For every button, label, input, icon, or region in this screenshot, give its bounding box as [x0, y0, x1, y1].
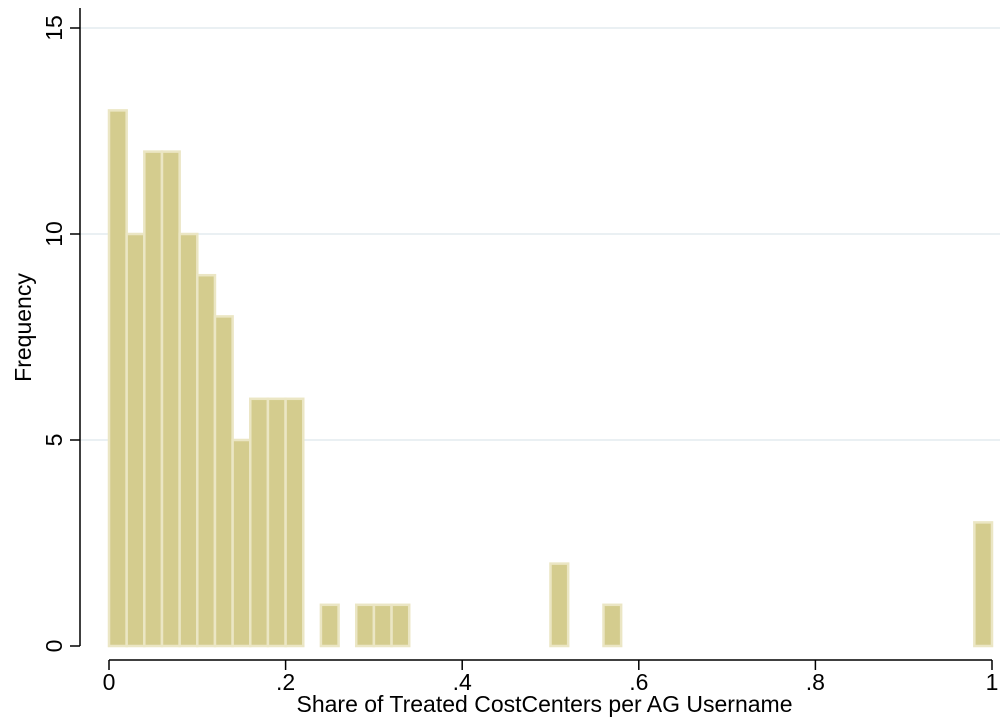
histogram-bar	[372, 603, 393, 648]
histogram-bar	[125, 232, 146, 648]
histogram-bar	[390, 603, 411, 648]
histogram-bar	[160, 150, 181, 648]
y-tick-label: 5	[41, 434, 67, 447]
x-tick-label: .2	[276, 669, 295, 695]
y-tick-label: 0	[41, 640, 67, 653]
x-tick-label: .8	[806, 669, 825, 695]
histogram-bar	[319, 603, 340, 648]
histogram-bar	[549, 562, 570, 648]
histogram-bar	[178, 232, 199, 648]
histogram-bar	[213, 315, 234, 648]
histogram-bar	[143, 150, 164, 648]
histogram-bar	[266, 397, 287, 648]
x-tick-label: .6	[629, 669, 648, 695]
x-axis-label: Share of Treated CostCenters per AG User…	[296, 691, 792, 717]
x-tick-label: 1	[986, 669, 999, 695]
histogram-bar	[107, 109, 128, 648]
histogram-bar	[249, 397, 270, 648]
histogram-bar	[973, 521, 994, 648]
histogram-bar	[354, 603, 376, 648]
y-tick-label: 15	[41, 15, 67, 41]
histogram-bar	[231, 438, 252, 648]
x-tick-label: .4	[453, 669, 472, 695]
axes: 0 5 10 15 0 .2 .4 .6 .8 1	[41, 8, 998, 695]
histogram-bar	[602, 603, 623, 648]
y-tick-label: 10	[41, 221, 67, 247]
x-tick-label: 0	[103, 669, 116, 695]
y-axis-label: Frequency	[10, 273, 36, 382]
histogram-bar	[196, 273, 217, 648]
histogram-bar	[284, 397, 305, 648]
bars	[107, 109, 994, 648]
